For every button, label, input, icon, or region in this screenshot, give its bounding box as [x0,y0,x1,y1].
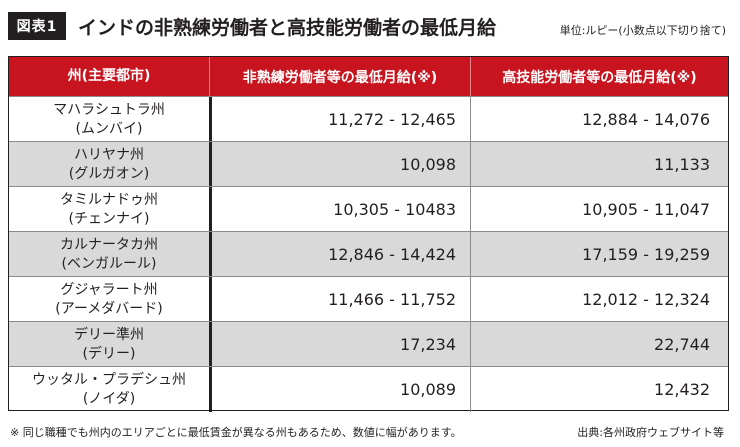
table-header-row: 州(主要都市) 非熟練労働者等の最低月給(※) 高技能労働者等の最低月給(※) [9,57,728,96]
unskilled-wage-cell: 11,272 - 12,465 [209,97,470,142]
source-note: 出典:各州政府ウェブサイト等 [577,426,724,439]
column-header-skilled: 高技能労働者等の最低月給(※) [470,57,728,96]
state-cell: タミルナドゥ州 (チェンナイ) [9,187,209,232]
unskilled-wage-cell: 11,466 - 11,752 [209,277,470,322]
unit-note: 単位:ルピー(小数点以下切り捨て) [559,24,726,37]
table-row: デリー準州 (デリー) 17,234 22,744 [9,321,728,367]
city-name: (グルガオン) [68,165,150,182]
state-name: カルナータカ州 [60,236,158,253]
table-row: タミルナドゥ州 (チェンナイ) 10,305 - 10483 10,905 - … [9,186,728,232]
skilled-wage-cell: 12,012 - 12,324 [470,277,728,322]
skilled-wage-cell: 12,884 - 14,076 [470,97,728,142]
city-name: (ムンバイ) [75,120,143,137]
wage-table: 州(主要都市) 非熟練労働者等の最低月給(※) 高技能労働者等の最低月給(※) … [8,56,729,412]
figure-title: インドの非熟練労働者と高技能労働者の最低月給 [78,17,497,39]
column-header-state: 州(主要都市) [67,68,151,84]
skilled-wage-cell: 17,159 - 19,259 [470,232,728,277]
table-row: カルナータカ州 (ベンガルール) 12,846 - 14,424 17,159 … [9,231,728,277]
city-name: (ベンガルール) [61,255,157,272]
table-row: グジャラート州 (アーメダバード) 11,466 - 11,752 12,012… [9,276,728,322]
table-row: マハラシュトラ州 (ムンバイ) 11,272 - 12,465 12,884 -… [9,96,728,142]
city-name: (ノイダ) [82,390,136,407]
unskilled-wage-cell: 10,305 - 10483 [209,187,470,232]
state-name: ウッタル・プラデシュ州 [32,371,186,388]
city-name: (アーメダバード) [55,300,163,317]
unskilled-wage-cell: 12,846 - 14,424 [209,232,470,277]
footnote: ※ 同じ職種でも州内のエリアごとに最低賃金が異なる州もあるため、数値に幅がありま… [10,426,462,439]
skilled-wage-cell: 11,133 [470,142,728,187]
state-cell: カルナータカ州 (ベンガルール) [9,232,209,277]
column-header-unskilled: 非熟練労働者等の最低月給(※) [209,57,470,96]
state-name: タミルナドゥ州 [60,191,158,208]
city-name: (チェンナイ) [68,210,150,227]
state-cell: グジャラート州 (アーメダバード) [9,277,209,322]
unskilled-wage-cell: 17,234 [209,322,470,367]
skilled-wage-cell: 12,432 [470,367,728,412]
table-row: ハリヤナ州 (グルガオン) 10,098 11,133 [9,141,728,187]
city-name: (デリー) [82,345,136,362]
unskilled-wage-cell: 10,098 [209,142,470,187]
state-name: デリー準州 [74,326,144,343]
state-cell: デリー準州 (デリー) [9,322,209,367]
figure-header: 図表1 インドの非熟練労働者と高技能労働者の最低月給 単位:ルピー(小数点以下切… [0,0,740,52]
state-name: グジャラート州 [60,281,158,298]
unskilled-wage-cell: 10,089 [209,367,470,412]
figure-label: 図表1 [8,12,66,40]
skilled-wage-cell: 10,905 - 11,047 [470,187,728,232]
state-cell: マハラシュトラ州 (ムンバイ) [9,97,209,142]
state-cell: ハリヤナ州 (グルガオン) [9,142,209,187]
state-name: ハリヤナ州 [74,146,144,163]
state-cell: ウッタル・プラデシュ州 (ノイダ) [9,367,209,412]
skilled-wage-cell: 22,744 [470,322,728,367]
state-name: マハラシュトラ州 [53,101,165,118]
table-row: ウッタル・プラデシュ州 (ノイダ) 10,089 12,432 [9,366,728,412]
